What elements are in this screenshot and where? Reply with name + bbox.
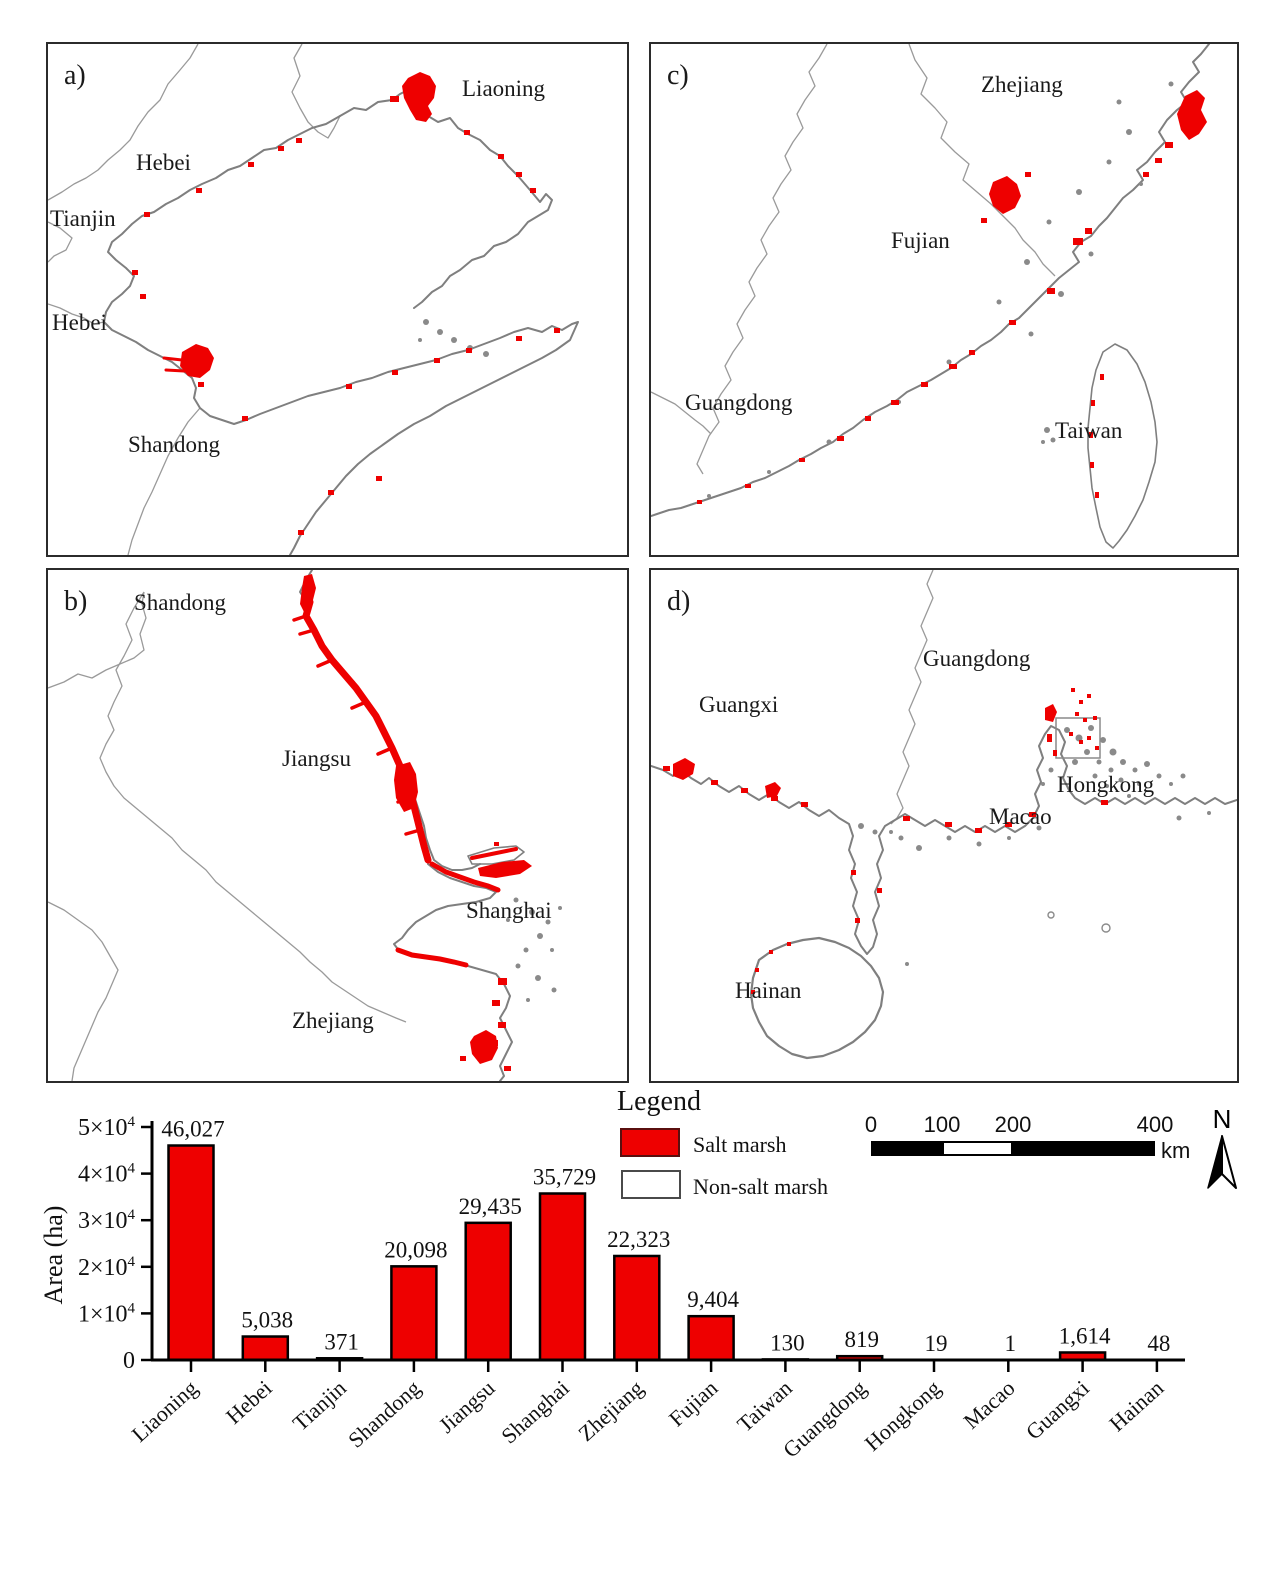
x-tick-label: Jiangsu (434, 1375, 500, 1438)
legend-label-non-salt-marsh: Non-salt marsh (693, 1174, 829, 1199)
y-tick-label: 4×104 (78, 1161, 136, 1188)
panel-letter: a) (64, 60, 86, 91)
x-tick-label: Guangdong (778, 1375, 871, 1462)
x-tick-label: Macao (958, 1375, 1019, 1434)
region-label-fujian: Fujian (891, 228, 950, 253)
map-panel-a: a) Hebei Tianjin Hebei Liaoning Shandong (46, 42, 629, 557)
region-label-hongkong: Hongkong (1057, 772, 1155, 797)
x-tick-label: Zhejiang (573, 1375, 648, 1446)
hongkong-inset-box (1055, 717, 1101, 759)
region-label-hebei-2: Hebei (52, 310, 107, 335)
scale-bar-strip (871, 1141, 1155, 1156)
north-label: N (1213, 1104, 1232, 1134)
bar-hebei (241, 1335, 290, 1362)
region-label-hebei: Hebei (136, 150, 191, 175)
y-tick-label: 2×104 (78, 1254, 136, 1281)
region-label-guangxi: Guangxi (699, 692, 778, 717)
map-panel-d: d) Guangxi Guangdong Hongkong Macao Hain… (649, 568, 1239, 1083)
scale-bar-white-segment (942, 1141, 1013, 1156)
y-tick-label: 5×104 (78, 1114, 136, 1141)
scale-tick-400: 400 (1136, 1112, 1174, 1137)
x-tick-label: Taiwan (732, 1375, 797, 1437)
map-b-canvas: b) Shandong Jiangsu Shanghai Zhejiang (48, 570, 562, 1081)
legend-swatch-salt-marsh (620, 1128, 680, 1157)
bar-value-label: 1 (1005, 1331, 1017, 1356)
bar-shanghai (538, 1192, 587, 1362)
map-panel-c: c) Zhejiang Fujian Guangdong Taiwan (649, 42, 1239, 557)
map-a-canvas: a) Hebei Tianjin Hebei Liaoning Shandong (48, 44, 579, 555)
x-tick-label: Tianjin (288, 1375, 351, 1436)
bar-value-label: 1,614 (1059, 1323, 1111, 1348)
region-label-taiwan: Taiwan (1055, 418, 1123, 443)
bar-value-label: 371 (324, 1329, 359, 1354)
bar-chart: 0 1×104 2×104 3×104 4×104 5×104 46,027 Liaoning… (39, 1114, 1185, 1462)
x-tick-label: Hainan (1104, 1375, 1168, 1436)
y-axis-label: Area (ha) (39, 1206, 68, 1305)
y-tick-label: 3×104 (78, 1207, 136, 1234)
region-label-jiangsu: Jiangsu (282, 746, 352, 771)
bar-value-label: 35,729 (533, 1165, 596, 1190)
bar-value-label: 19 (925, 1331, 948, 1356)
bar-liaoning (167, 1144, 215, 1362)
region-label-zhejiang: Zhejiang (292, 1008, 374, 1033)
bar-value-label: 819 (844, 1327, 879, 1352)
bar-value-label: 22,323 (607, 1227, 670, 1252)
region-label-shandong: Shandong (128, 432, 221, 457)
map-panel-b: b) Shandong Jiangsu Shanghai Zhejiang (46, 568, 629, 1083)
x-tick-label: Hongkong (860, 1375, 946, 1456)
bar-value-label: 29,435 (459, 1194, 522, 1219)
legend-swatch-non-salt-marsh (621, 1170, 681, 1199)
x-tick-label: Liaoning (127, 1375, 203, 1447)
region-label-guangdong: Guangdong (685, 390, 793, 415)
panel-letter: c) (667, 60, 689, 91)
region-label-liaoning: Liaoning (462, 76, 546, 101)
scale-bar: 0 100 200 400 km (865, 1112, 1190, 1163)
y-tick-label: 0 (123, 1348, 135, 1374)
bar-value-label: 46,027 (161, 1117, 224, 1142)
bar-shandong (390, 1265, 438, 1362)
north-arrow-icon: N (1207, 1104, 1237, 1189)
scale-tick-0: 0 (864, 1112, 878, 1137)
scale-unit: km (1161, 1138, 1191, 1163)
scale-tick-100: 100 (923, 1112, 961, 1137)
panel-letter: b) (64, 586, 87, 617)
region-label-shanghai: Shanghai (466, 898, 552, 923)
bar-jiangsu (464, 1221, 512, 1362)
x-tick-label: Shandong (343, 1375, 425, 1452)
bar-zhejiang (613, 1254, 661, 1362)
region-label-hainan: Hainan (735, 978, 802, 1003)
bar-value-label: 9,404 (687, 1287, 739, 1312)
bar-value-label: 20,098 (384, 1237, 447, 1262)
x-tick-label: Fujian (664, 1375, 723, 1431)
bar-value-label: 5,038 (241, 1308, 293, 1333)
x-tick-label: Hebei (221, 1375, 277, 1429)
map-d-canvas: d) Guangxi Guangdong Hongkong Macao Hain… (651, 570, 1237, 1060)
region-label-shandong: Shandong (134, 590, 227, 615)
region-label-zhejiang: Zhejiang (981, 72, 1063, 97)
y-tick-label: 1×104 (78, 1300, 136, 1327)
bar-fujian (687, 1314, 735, 1362)
legend-label-salt-marsh: Salt marsh (693, 1132, 787, 1157)
bar-value-label: 130 (770, 1330, 805, 1355)
x-tick-label: Shanghai (496, 1375, 574, 1448)
scale-tick-200: 200 (994, 1112, 1032, 1137)
panel-letter: d) (667, 586, 690, 617)
map-c-canvas: c) Zhejiang Fujian Guangdong Taiwan (651, 44, 1210, 549)
region-label-guangdong: Guangdong (923, 646, 1031, 671)
bar-value-label: 48 (1147, 1331, 1170, 1356)
legend-title: Legend (617, 1086, 701, 1117)
region-label-tianjin: Tianjin (50, 206, 116, 231)
x-tick-label: Guangxi (1021, 1375, 1094, 1444)
region-label-macao: Macao (989, 804, 1052, 829)
